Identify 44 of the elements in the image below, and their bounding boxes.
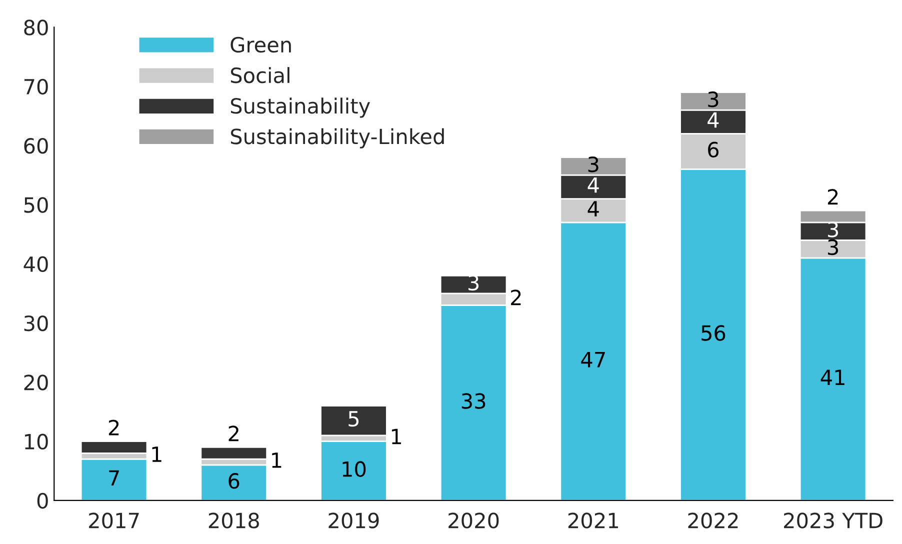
y-tick-label: 60	[24, 138, 48, 154]
legend-label: Sustainability	[230, 98, 370, 118]
data-label: 3	[588, 156, 598, 172]
x-tick-label: 2022	[688, 512, 738, 528]
data-label: 33	[462, 393, 486, 409]
legend-label: Sustainability-Linked	[230, 128, 444, 148]
x-tick-label: 2017	[89, 512, 139, 528]
data-label: 4	[708, 112, 719, 128]
data-label: 56	[702, 325, 726, 341]
data-label: 6	[708, 142, 719, 158]
data-label: 4	[588, 201, 599, 216]
data-label: 5	[348, 411, 359, 427]
y-tick-label: 10	[25, 434, 48, 450]
x-tick-label: 2019	[328, 512, 379, 528]
data-label: 1	[152, 446, 162, 462]
bar	[80, 458, 148, 500]
data-label: 1	[392, 428, 401, 444]
data-label: 2	[511, 290, 521, 306]
y-tick-label: 80	[24, 20, 48, 36]
legend-label: Social	[230, 67, 290, 84]
data-label: 2	[108, 420, 119, 436]
data-label: 2	[828, 189, 838, 204]
x-tick-label: 2020	[448, 512, 499, 528]
y-tick-label: 20	[24, 374, 48, 390]
data-label: 10	[342, 461, 366, 477]
y-tick-label: 50	[24, 197, 48, 213]
data-label: 2	[228, 426, 238, 442]
data-label: 4	[588, 177, 599, 193]
data-label: 7	[109, 470, 119, 486]
bar	[200, 464, 268, 500]
data-label: 3	[828, 239, 838, 256]
data-label: 47	[581, 352, 605, 368]
y-tick-label: 70	[24, 78, 48, 95]
data-label: 6	[228, 473, 240, 489]
x-tick-label: 2018	[208, 512, 259, 528]
x-tick-label: 2023 YTD	[784, 512, 882, 528]
data-label: 41	[820, 370, 844, 385]
data-label: 1	[272, 452, 282, 468]
y-tick-label: 30	[24, 315, 48, 332]
data-label: 3	[708, 91, 718, 108]
x-tick-label: 2021	[568, 512, 618, 528]
legend-label: Green	[230, 36, 291, 53]
y-tick-label: 0	[37, 492, 48, 509]
y-tick-label: 40	[24, 256, 48, 272]
